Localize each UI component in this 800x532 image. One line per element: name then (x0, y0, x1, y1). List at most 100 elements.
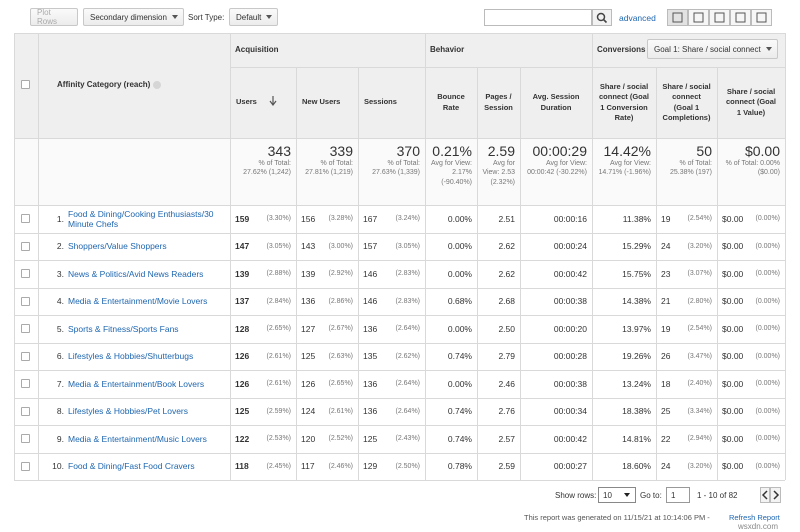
cell-value: 125 (235, 406, 250, 417)
prev-button[interactable] (760, 487, 770, 503)
data-cell: 147 (3.05%) (230, 233, 296, 261)
column-header[interactable]: New Users (296, 67, 358, 138)
category-link[interactable]: News & Politics/Avid News Readers (68, 268, 204, 279)
checkbox[interactable] (21, 324, 30, 333)
cell-value: 0.00% (447, 241, 472, 252)
data-cell: $0.00 (0.00%) (717, 260, 785, 288)
column-header[interactable]: Share / social connect (Goal 1 Completio… (656, 67, 717, 138)
cell-value: 147 (235, 241, 250, 252)
grid-line (14, 260, 785, 261)
row-index: 8. (56, 406, 64, 417)
data-cell: $0.00 (0.00%) (717, 233, 785, 261)
cell-value: 00:00:24 (553, 241, 587, 252)
grid-line (14, 425, 785, 426)
column-header[interactable]: Share / social connect (Goal 1 Value) (717, 67, 785, 138)
search-input[interactable] (484, 9, 592, 26)
data-cell: 00:00:38 (520, 370, 592, 398)
category-link[interactable]: Food & Dining/Fast Food Cravers (68, 461, 195, 472)
group-label: Conversions (597, 45, 646, 54)
data-cell: 2.50 (477, 315, 520, 343)
show-rows-label: Show rows: (555, 491, 597, 500)
data-cell: 129 (2.50%) (358, 453, 425, 481)
cell-percent: (2.61%) (266, 380, 291, 388)
category-link[interactable]: Sports & Fitness/Sports Fans (68, 323, 179, 334)
pie-view-button[interactable] (688, 9, 709, 26)
checkbox[interactable] (21, 269, 30, 278)
category-link[interactable]: Media & Entertainment/Movie Lovers (68, 296, 208, 307)
search-button[interactable] (592, 9, 612, 26)
row-index: 4. (56, 296, 64, 307)
pivot-view-button[interactable] (751, 9, 772, 26)
total-value: $0.00 (744, 143, 780, 159)
checkbox[interactable] (21, 351, 30, 361)
comparison-view-button[interactable] (730, 9, 751, 26)
totals-cell: 2.59 Avg for View: 2.53 (2.32%) (477, 143, 520, 203)
data-cell: 128 (2.65%) (230, 315, 296, 343)
grid-line (477, 67, 478, 480)
refresh-link[interactable]: Refresh Report (729, 513, 780, 522)
checkbox[interactable] (21, 296, 30, 306)
column-header[interactable]: Users (230, 67, 296, 138)
category-link[interactable]: Media & Entertainment/Music Lovers (68, 433, 207, 444)
checkbox[interactable] (21, 461, 30, 471)
data-cell: $0.00 (0.00%) (717, 315, 785, 343)
checkbox[interactable] (21, 434, 30, 443)
column-header[interactable]: Avg. Session Duration (520, 67, 592, 138)
column-header[interactable]: Sessions (358, 67, 425, 138)
cell-value: 139 (301, 268, 316, 279)
total-value: 343 (267, 143, 291, 159)
grid-line (14, 287, 785, 289)
next-button[interactable] (770, 487, 781, 503)
cell-value: 00:00:42 (553, 433, 587, 444)
column-header[interactable]: Share / social connect (Goal 1 Conversio… (592, 67, 656, 138)
grid-line (785, 33, 786, 480)
checkbox[interactable] (21, 214, 30, 223)
cell-value: 124 (301, 406, 316, 417)
goal-dropdown[interactable]: Goal 1: Share / social connect (647, 39, 778, 59)
data-cell: 19 (2.54%) (656, 315, 717, 343)
cell-percent: (0.00%) (755, 325, 780, 333)
column-header[interactable]: Bounce Rate (425, 67, 477, 138)
category-link[interactable]: Food & Dining/Cooking Enthusiasts/30 Min… (68, 208, 214, 229)
goto-input[interactable]: 1 (666, 487, 690, 503)
bar-view-button[interactable] (709, 9, 730, 26)
category-link[interactable]: Lifestyles & Hobbies/Shutterbugs (68, 351, 194, 362)
cell-value: 00:00:42 (553, 268, 587, 279)
sort-type-dropdown[interactable]: Default (229, 8, 278, 26)
cell-value: 0.78% (447, 461, 472, 472)
show-rows-select[interactable]: 10 (598, 487, 636, 503)
cell-percent: (3.47%) (687, 352, 712, 360)
checkbox[interactable] (21, 241, 30, 251)
category-link[interactable]: Lifestyles & Hobbies/Pet Lovers (68, 406, 189, 417)
cell-value: 15.29% (622, 241, 651, 252)
checkbox[interactable] (21, 80, 30, 89)
cell-percent: (2.63%) (328, 352, 353, 360)
cell-percent: (2.67%) (328, 325, 353, 333)
total-value: 00:00:29 (532, 143, 588, 159)
group-label: Behavior (430, 45, 465, 54)
cell-percent: (3.30%) (266, 215, 291, 223)
secondary-dimension-dropdown[interactable]: Secondary dimension (83, 8, 184, 26)
column-header[interactable]: Pages / Session (477, 67, 520, 138)
category-link[interactable]: Shoppers/Value Shoppers (68, 241, 167, 252)
cell-percent: (2.65%) (328, 380, 353, 388)
data-cell: 24 (3.20%) (656, 233, 717, 261)
checkbox[interactable] (21, 406, 30, 416)
cell-percent: (2.50%) (395, 462, 420, 470)
cell-percent: (2.61%) (328, 407, 353, 415)
cell-percent: (0.00%) (755, 462, 780, 470)
cell-value: 122 (235, 433, 250, 444)
row-index: 5. (56, 323, 64, 334)
category-link[interactable]: Media & Entertainment/Book Lovers (68, 378, 205, 389)
checkbox[interactable] (21, 379, 30, 388)
data-cell: 146 (2.83%) (358, 288, 425, 316)
category-cell: Media & Entertainment/Music Lovers (68, 425, 222, 453)
advanced-link[interactable]: advanced (619, 13, 656, 23)
cell-percent: (2.84%) (266, 297, 291, 305)
table-view-button[interactable] (667, 9, 688, 26)
total-value: 2.59 (487, 143, 515, 159)
plot-rows-button[interactable]: Plot Rows (30, 8, 78, 26)
data-cell: 124 (2.61%) (296, 398, 358, 426)
data-cell: 0.68% (425, 288, 477, 316)
cell-percent: (3.00%) (328, 242, 353, 250)
